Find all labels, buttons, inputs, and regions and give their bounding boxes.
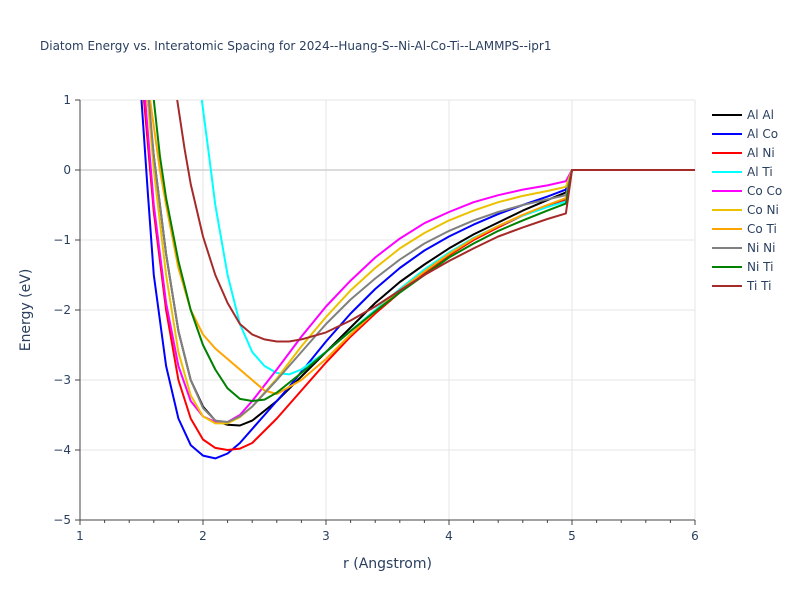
y-tick-label: −4 <box>53 443 71 457</box>
y-tick-label: −3 <box>53 373 71 387</box>
x-tick-label: 2 <box>199 529 207 543</box>
legend-label: Ni Ti <box>747 260 773 274</box>
series-layer <box>140 100 695 460</box>
y-tick-label: 0 <box>63 163 71 177</box>
legend-item-co-ti[interactable]: Co Ti <box>712 222 777 236</box>
x-axis-title: r (Angstrom) <box>343 556 432 572</box>
series-line-co-ni <box>146 100 695 425</box>
series-line-co-ti <box>149 100 695 395</box>
legend-label: Ni Ni <box>747 241 775 255</box>
legend-item-ni-ti[interactable]: Ni Ti <box>712 260 773 274</box>
series-line-ni-ti <box>152 100 695 402</box>
x-tick-label: 3 <box>322 529 330 543</box>
legend-item-al-al[interactable]: Al Al <box>712 108 774 122</box>
series-line-ti-ti <box>176 100 695 343</box>
legend-label: Al Ti <box>747 165 773 179</box>
y-tick-label: −5 <box>53 513 71 527</box>
series-line-al-al <box>146 100 695 427</box>
legend-item-co-ni[interactable]: Co Ni <box>712 203 779 217</box>
x-tick-label: 5 <box>568 529 576 543</box>
axis-layer: 1 2 3 4 5 6 −5 −4 −3 −2 −1 0 1 <box>53 93 699 543</box>
legend-label: Ti Ti <box>746 279 771 293</box>
legend-label: Al Ni <box>747 146 775 160</box>
legend-item-al-co[interactable]: Al Co <box>712 127 778 141</box>
x-tick-label: 1 <box>76 529 84 543</box>
y-tick-label: −2 <box>53 303 71 317</box>
legend-item-al-ni[interactable]: Al Ni <box>712 146 775 160</box>
legend-label: Co Ni <box>747 203 779 217</box>
legend[interactable]: Al Al Al Co Al Ni Al Ti Co Co Co Ni Co Ti Ni Ni… <box>712 108 782 293</box>
y-tick-label: 1 <box>63 93 71 107</box>
chart-title: Diatom Energy vs. Interatomic Spacing fo… <box>40 39 551 53</box>
x-tick-label: 6 <box>691 529 699 543</box>
legend-item-ni-ni[interactable]: Ni Ni <box>712 241 775 255</box>
x-tick-label: 4 <box>445 529 453 543</box>
legend-item-al-ti[interactable]: Al Ti <box>712 165 773 179</box>
legend-label: Al Co <box>747 127 778 141</box>
series-line-ni-ni <box>147 100 695 423</box>
legend-item-co-co[interactable]: Co Co <box>712 184 782 198</box>
legend-label: Co Co <box>747 184 782 198</box>
series-line-co-co <box>144 100 695 423</box>
legend-label: Co Ti <box>747 222 777 236</box>
y-axis-title: Energy (eV) <box>18 269 34 352</box>
y-tick-label: −1 <box>53 233 71 247</box>
legend-label: Al Al <box>747 108 774 122</box>
legend-item-ti-ti[interactable]: Ti Ti <box>712 279 771 293</box>
